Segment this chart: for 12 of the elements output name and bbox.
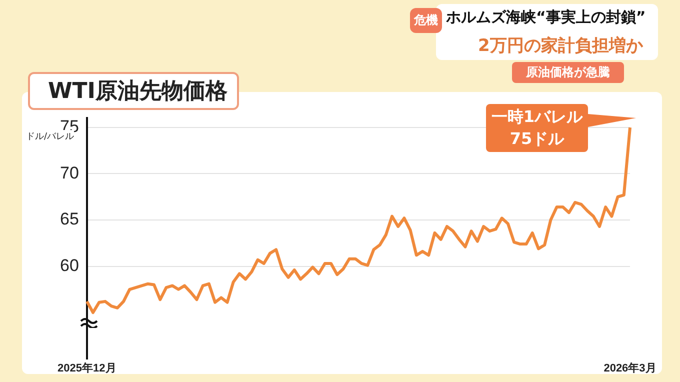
y-tick-label: 60 xyxy=(60,256,79,275)
text: 危機 xyxy=(410,8,442,33)
annotation: 一時1バレル 75ドル xyxy=(486,104,588,152)
x-tick-label: 2026年3月 xyxy=(604,361,656,374)
y-tick-label: 65 xyxy=(60,210,79,229)
y-axis-title: ドル/バレル xyxy=(26,130,74,143)
x-tick-label: 2025年12月 xyxy=(58,361,116,374)
chart-title: WTI原油先物価格 xyxy=(28,72,240,110)
text: 原油価格が急騰 xyxy=(512,62,624,83)
text: ホルムズ海峡“事実上の封鎖” xyxy=(446,8,646,27)
text: 2万円の家計負担増か xyxy=(478,35,643,57)
y-tick-label: 70 xyxy=(60,163,79,182)
